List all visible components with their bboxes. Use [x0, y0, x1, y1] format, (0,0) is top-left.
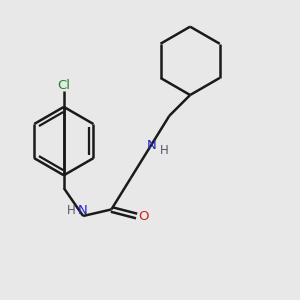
Text: N: N — [78, 204, 87, 217]
Text: H: H — [160, 143, 169, 157]
Text: N: N — [147, 139, 156, 152]
Text: Cl: Cl — [57, 79, 70, 92]
Text: O: O — [138, 210, 148, 223]
Text: H: H — [67, 204, 76, 217]
